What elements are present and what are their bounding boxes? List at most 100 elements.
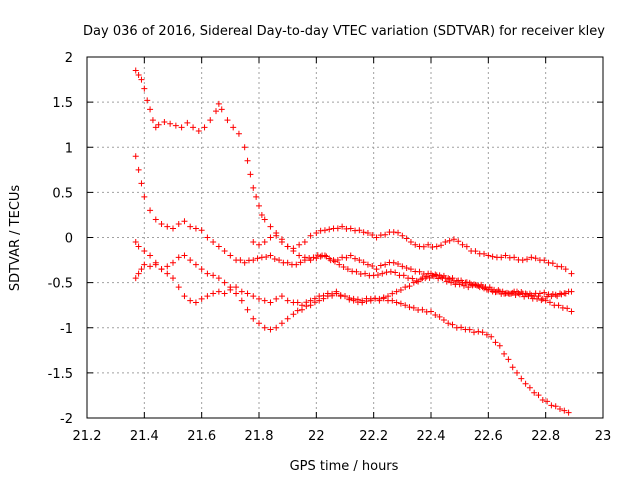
- data-point: [481, 250, 488, 257]
- data-point: [347, 252, 354, 259]
- data-point: [519, 257, 526, 264]
- data-point: [432, 271, 439, 278]
- data-point: [238, 297, 245, 304]
- data-point: [350, 297, 357, 304]
- data-point: [172, 122, 179, 129]
- data-point: [463, 243, 470, 250]
- data-point: [221, 248, 228, 255]
- data-point: [410, 304, 417, 311]
- data-point: [410, 279, 417, 286]
- grid: [87, 57, 603, 418]
- data-point: [387, 268, 394, 275]
- data-point: [164, 270, 171, 277]
- data-point: [503, 289, 510, 296]
- data-point: [483, 331, 490, 338]
- data-point: [161, 118, 168, 125]
- data-point: [278, 239, 285, 246]
- x-tick-label: 21.6: [187, 429, 216, 444]
- data-point: [562, 266, 569, 273]
- data-point: [406, 283, 413, 290]
- data-point: [389, 297, 396, 304]
- data-point: [426, 274, 433, 281]
- x-tick-label: 23: [595, 429, 612, 444]
- data-point: [465, 284, 472, 291]
- data-point: [496, 288, 503, 295]
- data-point: [552, 291, 559, 298]
- data-point: [158, 266, 165, 273]
- data-point: [230, 124, 237, 131]
- data-point: [155, 121, 162, 128]
- data-point: [313, 229, 320, 236]
- data-point: [420, 243, 427, 250]
- data-point: [213, 108, 219, 115]
- data-point: [258, 211, 265, 218]
- data-point: [187, 297, 194, 304]
- data-point: [170, 225, 176, 232]
- data-point: [505, 356, 512, 363]
- data-point: [256, 241, 262, 248]
- data-point: [135, 243, 142, 250]
- data-point: [175, 220, 182, 227]
- data-point: [558, 263, 565, 270]
- data-point: [522, 380, 529, 387]
- data-point: [215, 288, 222, 295]
- data-point: [383, 269, 390, 276]
- data-point: [198, 295, 205, 302]
- data-point: [198, 266, 205, 273]
- data-point: [299, 306, 305, 313]
- data-point: [535, 293, 542, 300]
- data-point: [438, 242, 445, 249]
- data-point: [237, 257, 244, 264]
- x-tick-label: 21.2: [73, 429, 102, 444]
- data-point: [340, 263, 347, 270]
- data-point: [561, 407, 568, 414]
- data-point: [271, 255, 278, 262]
- data-point: [392, 269, 399, 276]
- data-point: [311, 299, 318, 306]
- data-point: [393, 288, 400, 295]
- data-point: [449, 275, 456, 282]
- x-axis-label: GPS time / hours: [290, 459, 399, 474]
- data-point: [460, 282, 467, 289]
- series-arc-5: [250, 223, 575, 277]
- data-point: [301, 239, 308, 246]
- data-point: [138, 266, 145, 273]
- data-point: [331, 258, 338, 265]
- data-point: [568, 308, 575, 315]
- data-point: [525, 293, 532, 300]
- data-point: [409, 275, 416, 282]
- data-point: [496, 342, 503, 349]
- data-point: [267, 326, 274, 333]
- data-point: [184, 119, 191, 126]
- data-point: [158, 220, 165, 227]
- data-point: [432, 312, 439, 319]
- data-point: [369, 262, 376, 269]
- data-point: [514, 369, 520, 376]
- data-point: [233, 290, 240, 297]
- data-point: [382, 231, 389, 238]
- data-point: [518, 289, 525, 296]
- data-point: [204, 270, 211, 277]
- data-point: [192, 225, 199, 232]
- data-point: [181, 252, 188, 259]
- data-point: [132, 153, 139, 160]
- data-point: [403, 265, 410, 272]
- chart-title: Day 036 of 2016, Sidereal Day-to-day VTE…: [83, 24, 605, 39]
- data-point: [389, 290, 396, 297]
- data-point: [539, 295, 546, 302]
- data-point: [403, 235, 410, 242]
- data-point: [190, 124, 197, 131]
- data-point: [138, 76, 145, 83]
- data-point: [316, 297, 323, 304]
- data-point: [307, 302, 314, 309]
- plot-frame: [86, 56, 604, 419]
- data-point: [471, 329, 477, 336]
- x-tick-label: 21.4: [130, 429, 159, 444]
- data-point: [415, 278, 422, 285]
- data-point: [425, 241, 432, 248]
- data-point: [321, 227, 328, 234]
- series-arc-2: [132, 153, 575, 315]
- data-point: [369, 231, 376, 238]
- data-point: [558, 291, 565, 298]
